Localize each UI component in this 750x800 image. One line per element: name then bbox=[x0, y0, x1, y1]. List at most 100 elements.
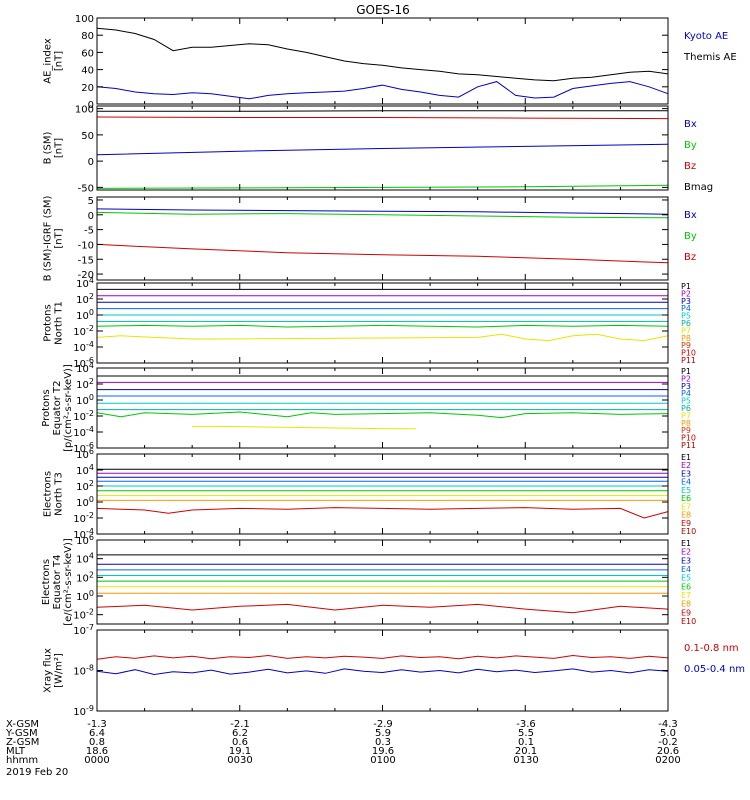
panel-2-ylabel: B (SM) bbox=[43, 131, 54, 164]
ephem-value: 18.6 bbox=[86, 746, 108, 757]
panel-4-legend-p8: P8 bbox=[681, 334, 691, 343]
ephem-value: 19.6 bbox=[372, 746, 394, 757]
panel-1: 0 20 40 60 80 100 AE_index [nT] Kyoto AE Themis A… bbox=[43, 14, 737, 111]
ephem-value: 20.6 bbox=[657, 746, 679, 757]
panel-3-legend-bx: Bx bbox=[684, 210, 697, 221]
panel-4-legend-p6: P6 bbox=[681, 319, 691, 328]
panel-7-ytick-label: 10-2 bbox=[73, 608, 94, 622]
panel-4-ylabel: Protons bbox=[43, 304, 54, 341]
panel-5-ytick-label: 100 bbox=[76, 393, 94, 407]
panel-2-legend-bx: Bx bbox=[684, 119, 697, 130]
panel-2-ytick-label: 0 bbox=[88, 157, 94, 168]
panel-8-ytick-label: 10-8 bbox=[73, 664, 94, 678]
panel-2-ytick-label: 50 bbox=[81, 131, 94, 142]
panel-7-legend-e1: E1 bbox=[681, 539, 691, 548]
panel-6-ytick-label: 10-4 bbox=[73, 527, 94, 541]
panel-7-ytick-label: 102 bbox=[76, 570, 94, 584]
panel-4: 104 102 100 10-2 10-4 10-6 Protons North T1 P1P2… bbox=[43, 276, 697, 370]
panel-7-legend-e3: E3 bbox=[681, 556, 691, 565]
panel-7-legend-e10: E10 bbox=[681, 617, 696, 626]
panel-5-ylabel: Protons bbox=[41, 389, 52, 426]
panel-7-ylabel: [e/(cm²-s-sr-keV)] bbox=[63, 538, 74, 626]
panel-6-ytick-label: 104 bbox=[76, 463, 94, 477]
ephem-value: 0.1 bbox=[518, 737, 534, 748]
panel-2-ytick-label: -50 bbox=[78, 183, 94, 194]
panel-3-ytick-label: -5 bbox=[84, 226, 94, 237]
ephem-value: 5.9 bbox=[375, 728, 391, 739]
panel-3-ytick-label: -20 bbox=[78, 270, 94, 281]
panel-7-ylabel: Electrons bbox=[41, 559, 52, 605]
panel-4-legend-p5: P5 bbox=[681, 312, 691, 321]
panel-7-series-e9 bbox=[96, 603, 669, 614]
panel-2-legend-bz: Bz bbox=[684, 161, 696, 172]
plot-title: GOES-16 bbox=[356, 3, 410, 17]
panel-6-legend-e4: E4 bbox=[681, 478, 691, 487]
ephem-value: 6.4 bbox=[89, 728, 105, 739]
panel-5-ytick-label: 104 bbox=[76, 361, 94, 375]
panel-5-legend-p11: P11 bbox=[681, 441, 696, 450]
panel-7-legend-e7: E7 bbox=[681, 591, 691, 600]
panel-1-ytick-label: 80 bbox=[81, 31, 94, 42]
panel-4-frame bbox=[96, 282, 669, 364]
ephem-value: 19.1 bbox=[229, 746, 251, 757]
panel-3-series-bz bbox=[96, 243, 669, 264]
panel-4-ylabel: North T1 bbox=[54, 301, 65, 345]
panel-7-legend-e5: E5 bbox=[681, 574, 691, 583]
ephem-value: 0030 bbox=[227, 755, 252, 766]
panel-4-legend-p1: P1 bbox=[681, 282, 691, 291]
panel-5-legend-p8: P8 bbox=[681, 419, 691, 428]
panel-8-series-0-05-0-4-nm bbox=[96, 668, 669, 676]
panel-2-legend-bmag: Bmag bbox=[684, 182, 713, 193]
panel-7-legend-e9: E9 bbox=[681, 608, 691, 617]
ephem-row-label: hhmm bbox=[6, 755, 38, 766]
ephem-value: 0.8 bbox=[89, 737, 105, 748]
panel-1-ylabel: [nT] bbox=[54, 51, 65, 71]
panel-4-legend-p10: P10 bbox=[681, 349, 696, 358]
ephem-value: -3.6 bbox=[516, 719, 536, 730]
panel-5-ytick-label: 10-6 bbox=[73, 441, 94, 455]
panel-3-ytick-label: 5 bbox=[88, 196, 94, 207]
panel-1-ytick-label: 20 bbox=[81, 83, 94, 94]
panel-5-legend-p3: P3 bbox=[681, 382, 691, 391]
panel-5-series-p8 bbox=[192, 425, 416, 430]
ephem-row-label: Y-GSM bbox=[5, 728, 38, 739]
panel-8-ytick-label: 10-7 bbox=[73, 623, 94, 637]
panel-1-frame bbox=[96, 17, 669, 105]
panel-2-ytick-label: 100 bbox=[75, 105, 94, 116]
panel-6-legend-e9: E9 bbox=[681, 519, 691, 528]
ephem-value: -1.3 bbox=[87, 719, 107, 730]
panel-4-ytick-label: 10-2 bbox=[73, 324, 94, 338]
panel-4-legend-p4: P4 bbox=[681, 304, 691, 313]
panel-5-legend-p4: P4 bbox=[681, 389, 691, 398]
panel-6-ytick-label: 10-2 bbox=[73, 511, 94, 525]
panel-4-legend-p2: P2 bbox=[681, 289, 691, 298]
panel-5-ylabel: [p/(cm²-s-sr-keV)] bbox=[63, 364, 74, 452]
panel-4-ytick-label: 102 bbox=[76, 292, 94, 306]
panel-7-ylabel: Equator T4 bbox=[52, 555, 63, 610]
panel-8-ylabel: Xray flux bbox=[43, 648, 54, 693]
panel-1-ytick-label: 40 bbox=[81, 66, 94, 77]
panel-2-series-bz bbox=[96, 116, 669, 120]
ephem-value: 0130 bbox=[513, 755, 538, 766]
panel-3-ylabel: B (SM)-IGRF (SM) bbox=[43, 196, 54, 282]
panel-1-legend-kyoto-ae: Kyoto AE bbox=[684, 31, 728, 42]
panel-8-series-0-1-0-8-nm bbox=[96, 654, 669, 660]
panel-1-legend-themis-ae: Themis AE bbox=[683, 52, 737, 63]
ephem-value: -0.2 bbox=[658, 737, 678, 748]
panel-5-legend-p7: P7 bbox=[681, 411, 691, 420]
panel-6-ytick-label: 102 bbox=[76, 479, 94, 493]
panel-6-series-e9 bbox=[96, 507, 669, 519]
panel-4-legend-p9: P9 bbox=[681, 341, 691, 350]
panel-7-legend-e8: E8 bbox=[681, 600, 691, 609]
ephem-value: 0.3 bbox=[375, 737, 391, 748]
panel-3: 5 0 -5 -10 -15 -20 B (SM)-IGRF (SM) [nT] Bx By Bz bbox=[43, 196, 697, 282]
panel-4-series-p8 bbox=[96, 333, 669, 342]
ephem-value: 0.6 bbox=[232, 737, 248, 748]
panel-4-legend-p3: P3 bbox=[681, 297, 691, 306]
ephem-row-label: Z-GSM bbox=[6, 737, 39, 748]
panel-7-legend-e4: E4 bbox=[681, 565, 691, 574]
panel-4-legend-p7: P7 bbox=[681, 326, 691, 335]
panel-5-legend-p6: P6 bbox=[681, 404, 691, 413]
